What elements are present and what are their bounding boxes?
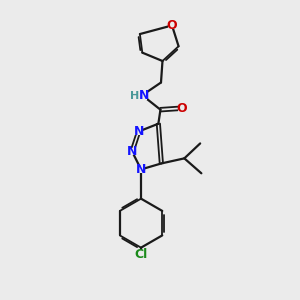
Bar [135, 250, 147, 258]
Text: O: O [177, 102, 187, 115]
Bar [128, 148, 136, 155]
Bar [178, 104, 186, 112]
Bar [168, 22, 176, 29]
Bar [134, 128, 143, 135]
Text: N: N [134, 125, 144, 138]
Text: H: H [130, 91, 140, 101]
Text: N: N [127, 145, 137, 158]
Text: N: N [136, 163, 146, 176]
Bar [137, 166, 145, 173]
Text: O: O [167, 19, 177, 32]
Text: Cl: Cl [134, 248, 148, 261]
Text: N: N [139, 89, 149, 102]
Bar [131, 91, 147, 100]
